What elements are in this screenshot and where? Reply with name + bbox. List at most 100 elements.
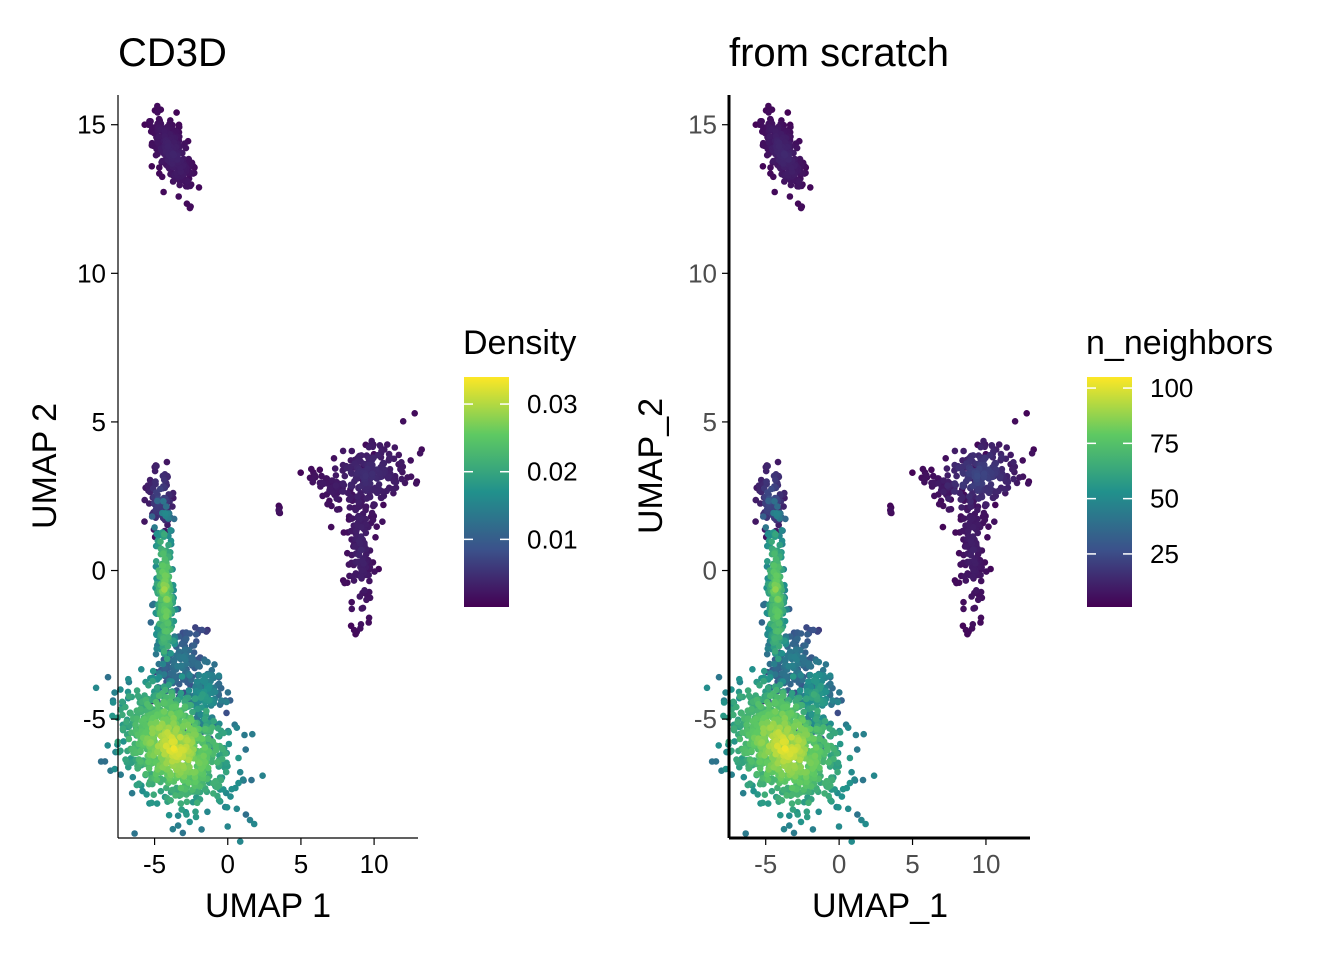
data-point — [945, 495, 952, 503]
y-tick-label: 10 — [77, 258, 106, 288]
data-point — [748, 747, 755, 755]
data-point — [201, 658, 209, 665]
data-point — [829, 776, 836, 784]
data-point — [356, 593, 364, 600]
data-point — [361, 587, 368, 594]
data-point — [788, 791, 796, 798]
data-point — [759, 163, 767, 170]
data-point — [186, 763, 193, 771]
data-point — [774, 628, 781, 635]
data-point — [1010, 459, 1017, 466]
colorbar-tick-label: 50 — [1150, 484, 1179, 514]
data-point — [170, 515, 178, 523]
data-point — [330, 455, 338, 462]
data-point — [835, 823, 843, 830]
data-point — [144, 700, 151, 708]
data-point — [794, 811, 801, 818]
data-point — [804, 631, 811, 638]
y-tick-label: 15 — [77, 110, 106, 140]
data-point — [824, 746, 831, 754]
data-point — [109, 712, 116, 720]
data-point — [193, 799, 201, 807]
data-point — [309, 476, 317, 484]
data-point — [133, 781, 141, 789]
data-point — [201, 715, 209, 723]
x-tick-label: -5 — [754, 849, 777, 879]
data-point — [348, 447, 356, 455]
data-point — [372, 534, 379, 541]
data-point — [765, 109, 772, 116]
data-point — [184, 721, 192, 729]
data-point — [223, 698, 230, 706]
data-point — [774, 608, 781, 615]
data-point — [123, 718, 130, 726]
data-point — [148, 799, 155, 807]
data-point — [778, 771, 786, 778]
data-point — [772, 671, 779, 678]
data-point — [794, 798, 802, 806]
data-point — [731, 738, 738, 745]
data-point — [348, 605, 356, 613]
colorbar-ticks: 0.01 0.02 0.03 — [464, 389, 578, 554]
data-point — [215, 672, 223, 679]
data-point — [730, 711, 737, 719]
data-point — [297, 469, 305, 477]
data-point — [759, 513, 767, 520]
colorbar — [1087, 377, 1132, 607]
data-point — [184, 183, 191, 190]
data-point — [995, 441, 1003, 448]
data-point — [771, 188, 778, 196]
data-point — [783, 726, 791, 734]
x-tick-label: 0 — [221, 849, 235, 879]
data-point — [807, 759, 814, 767]
data-point — [781, 714, 789, 722]
data-point — [168, 738, 175, 746]
x-tick-label: 10 — [360, 849, 389, 879]
data-point — [985, 523, 992, 530]
data-point — [156, 164, 163, 171]
x-tick-label: 10 — [971, 849, 1000, 879]
data-point — [988, 442, 995, 449]
data-point — [169, 503, 176, 510]
data-point — [181, 646, 189, 653]
data-point — [204, 808, 211, 816]
data-point — [969, 523, 977, 531]
data-point — [942, 455, 949, 462]
data-point — [120, 738, 127, 745]
data-point — [984, 534, 991, 541]
data-point — [404, 474, 411, 481]
data-point — [141, 518, 148, 525]
data-point — [215, 680, 223, 688]
data-point — [275, 507, 283, 514]
colorbar-tick-label: 0.03 — [527, 389, 578, 419]
data-point — [161, 128, 168, 135]
data-point — [391, 444, 399, 451]
data-point — [778, 650, 786, 657]
data-point — [812, 744, 820, 751]
data-point — [213, 746, 220, 754]
data-point — [395, 451, 403, 459]
data-point — [333, 495, 341, 503]
data-point — [385, 473, 392, 481]
data-point — [145, 758, 152, 766]
data-point — [154, 109, 161, 116]
data-point — [242, 811, 250, 818]
data-point — [175, 193, 182, 200]
data-point — [222, 768, 230, 776]
data-point — [155, 133, 162, 140]
data-point — [1011, 418, 1019, 425]
data-point — [788, 689, 796, 697]
panel-title: from scratch — [729, 31, 949, 75]
data-point — [967, 537, 975, 545]
data-point — [191, 695, 199, 703]
data-point — [829, 697, 836, 704]
data-point — [248, 776, 255, 784]
data-point — [141, 496, 148, 504]
data-point — [789, 640, 797, 648]
data-point — [761, 667, 768, 675]
data-point — [744, 687, 752, 694]
data-point — [803, 778, 810, 786]
data-point — [177, 791, 185, 798]
color-legend: Density 0.01 0.02 0.03 — [463, 324, 578, 607]
data-point — [377, 494, 385, 502]
